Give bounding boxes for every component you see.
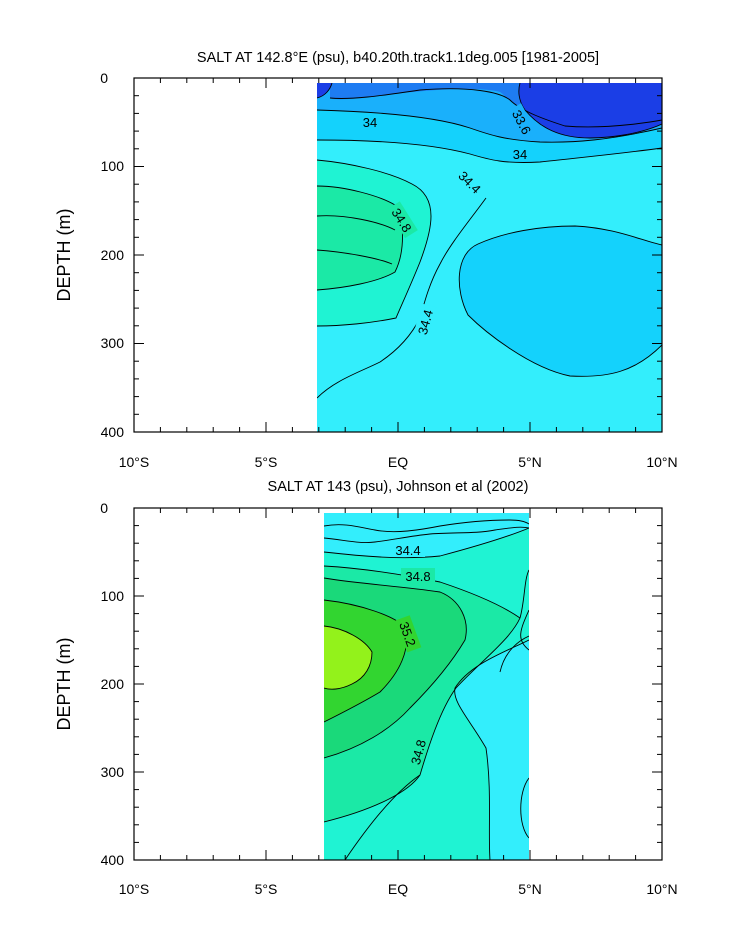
top-fill-33.6-west xyxy=(317,83,332,98)
top-x-tick-label: 5°S xyxy=(255,454,278,470)
bottom-x-tick-label: 10°N xyxy=(646,881,677,897)
bottom-contour-label: 34.4 xyxy=(395,543,420,558)
top-y-tick-label: 0 xyxy=(100,70,108,86)
top-fill-34.2-lens xyxy=(459,226,662,377)
top-y-tick-labels: 0 100 200 300 400 xyxy=(100,70,124,440)
bottom-y-tick-label: 100 xyxy=(101,588,125,604)
top-x-tick-label: 5°N xyxy=(518,454,542,470)
bottom-contour-label: 34.8 xyxy=(405,569,430,584)
bottom-x-tick-label: 5°S xyxy=(255,881,278,897)
bottom-x-tick-label: 10°S xyxy=(119,881,150,897)
bottom-axis-ticks xyxy=(133,507,663,861)
bottom-y-axis-label: DEPTH (m) xyxy=(54,638,74,731)
top-fill-33.6 xyxy=(518,83,662,138)
bottom-y-tick-label: 0 xyxy=(100,500,108,516)
top-contour-label: 34 xyxy=(513,147,527,162)
bottom-fill-35.4 xyxy=(324,626,372,690)
bottom-fill-34.4-east xyxy=(454,640,529,860)
top-title: SALT AT 142.8°E (psu), b40.20th.track1.1… xyxy=(197,50,599,66)
top-x-tick-label: 10°S xyxy=(119,454,150,470)
bottom-y-tick-labels: 0 100 200 300 400 xyxy=(100,500,124,868)
top-x-tick-label: 10°N xyxy=(646,454,677,470)
top-axis-ticks xyxy=(133,77,663,433)
top-fill-34.8 xyxy=(317,186,403,290)
bottom-y-tick-label: 300 xyxy=(101,764,125,780)
top-panel: SALT AT 142.8°E (psu), b40.20th.track1.1… xyxy=(54,50,678,470)
top-y-axis-label: DEPTH (m) xyxy=(54,209,74,302)
bottom-title: SALT AT 143 (psu), Johnson et al (2002) xyxy=(268,479,529,495)
bottom-x-tick-label: EQ xyxy=(388,881,408,897)
bottom-field: 34.4 34.8 35.2 34.8 xyxy=(324,513,529,860)
top-y-tick-label: 400 xyxy=(101,424,125,440)
bottom-fill-34.4-top xyxy=(324,513,529,558)
bottom-x-tick-labels: 10°S 5°S EQ 5°N 10°N xyxy=(119,881,678,897)
bottom-contour-label: 34.8 xyxy=(408,738,429,766)
top-x-tick-label: EQ xyxy=(388,454,408,470)
bottom-panel: SALT AT 143 (psu), Johnson et al (2002) xyxy=(54,479,678,897)
top-contour-labels: 34 33.6 34 34.4 34.8 34.4 xyxy=(360,103,538,341)
bottom-y-tick-label: 400 xyxy=(101,852,125,868)
top-y-tick-label: 100 xyxy=(101,158,125,174)
top-y-tick-label: 200 xyxy=(101,247,125,263)
top-x-tick-labels: 10°S 5°S EQ 5°N 10°N xyxy=(119,454,678,470)
bottom-y-tick-label: 200 xyxy=(101,676,125,692)
top-y-tick-label: 300 xyxy=(101,335,125,351)
top-contour-label: 34.4 xyxy=(415,308,436,336)
bottom-x-tick-label: 5°N xyxy=(518,881,542,897)
top-field: 34 33.6 34 34.4 34.8 34.4 xyxy=(317,83,662,432)
top-contour-label: 34 xyxy=(363,115,377,130)
